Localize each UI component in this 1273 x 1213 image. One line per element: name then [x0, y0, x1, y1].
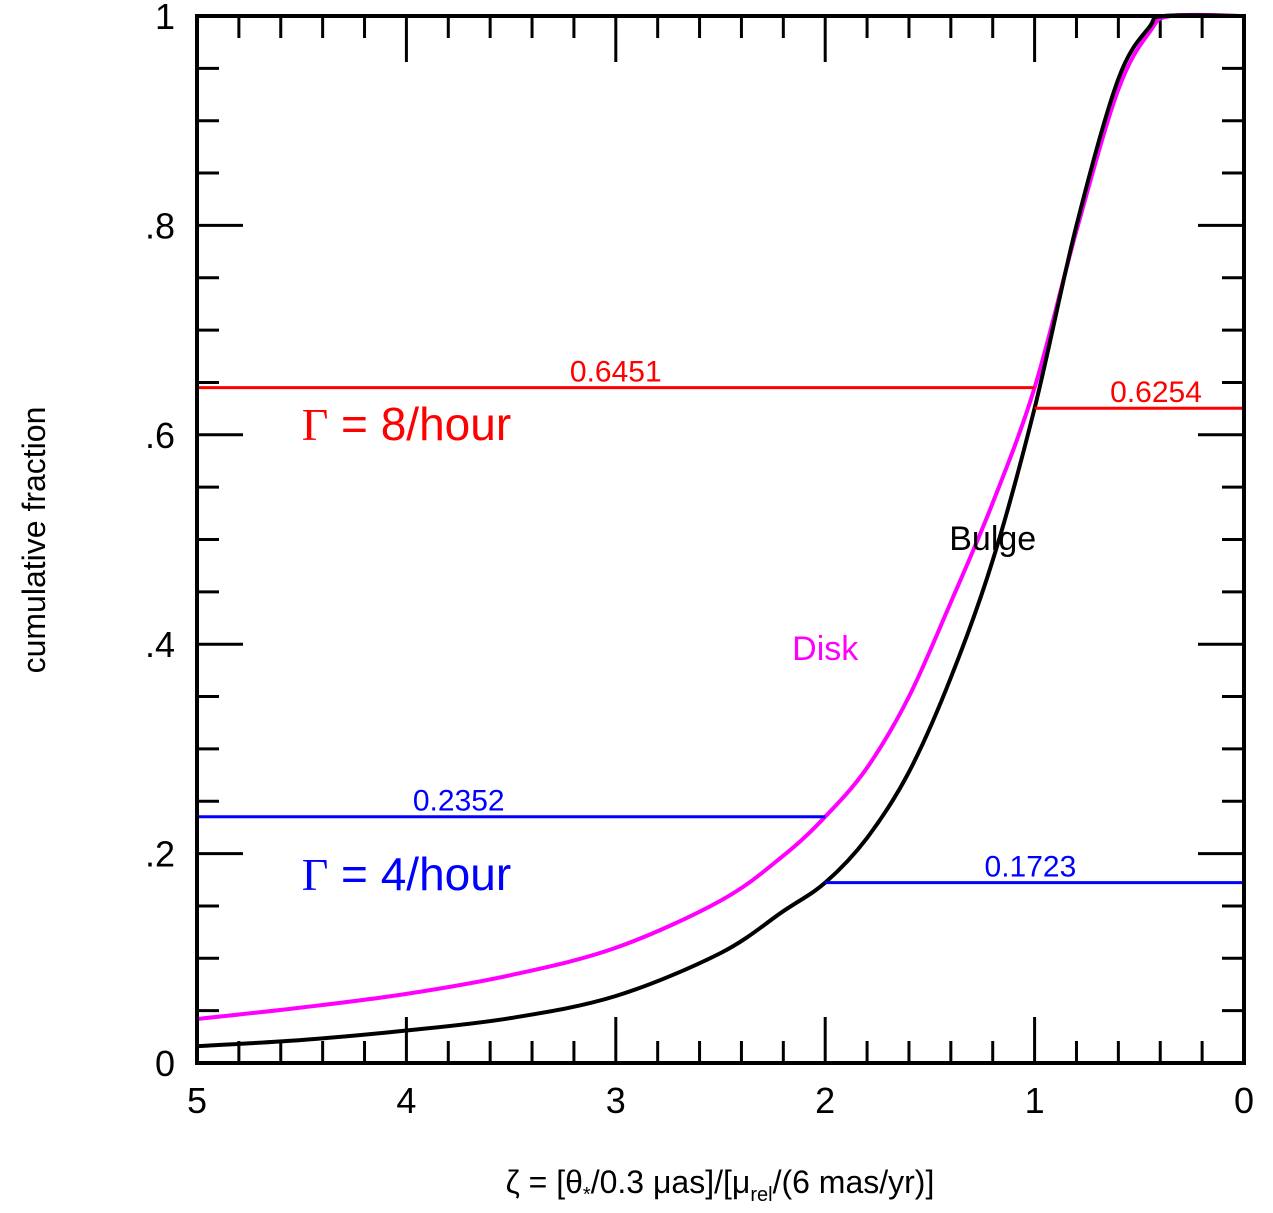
- x-tick-label: 2: [815, 1080, 835, 1121]
- x-tick-label: 4: [396, 1080, 416, 1121]
- ticks-layer: [195, 14, 1246, 1065]
- reference-value-label: 0.6451: [570, 356, 662, 389]
- x-axis-label-sub1: *: [583, 1184, 591, 1206]
- x-tick-label: 1: [1025, 1080, 1045, 1121]
- y-tick-label: .6: [145, 415, 175, 456]
- series-line-bulge: [196, 13, 1245, 1049]
- y-axis-label: cumulative fraction: [16, 407, 52, 674]
- y-tick-label: 1: [155, 0, 175, 37]
- y-tick-label: .2: [145, 834, 175, 875]
- x-tick-label: 3: [606, 1080, 626, 1121]
- plot-frame: [195, 14, 1246, 1065]
- x-axis-label-suffix: /(6 mas/yr)]: [773, 1164, 935, 1200]
- rate-annotation: Γ = 4/hour: [302, 848, 511, 900]
- reference-value-label: 0.6254: [1110, 376, 1202, 409]
- x-axis-label-sub2: rel: [750, 1184, 772, 1206]
- series-label-disk: Disk: [792, 630, 859, 668]
- x-axis-label: ζ = [θ*/0.3 μas]/[μrel/(6 mas/yr)]: [506, 1164, 935, 1206]
- rate-text: = 8/hour: [328, 398, 511, 450]
- gamma-symbol: Γ: [302, 399, 329, 450]
- lines-layer: [196, 12, 1245, 1049]
- y-tick-label: .4: [145, 624, 175, 665]
- x-tick-label: 0: [1234, 1080, 1254, 1121]
- labels-layer: 5 4 3 2 1 0 0 .2 .4 .6 .8 1 0.6451 0.6254 0.2352 0.1723…: [145, 0, 1254, 1121]
- x-axis-label-prefix: ζ = [θ: [506, 1164, 583, 1200]
- reference-value-label: 0.2352: [413, 785, 505, 818]
- x-axis-label-mid: /0.3 μas]/[μ: [591, 1164, 751, 1200]
- y-tick-label: .8: [145, 205, 175, 246]
- x-tick-label: 5: [187, 1080, 207, 1121]
- rate-text: = 4/hour: [328, 848, 511, 900]
- series-line-disk: [196, 12, 1245, 1021]
- y-tick-label: 0: [155, 1043, 175, 1084]
- series-label-bulge: Bulge: [949, 520, 1036, 558]
- gamma-symbol: Γ: [302, 849, 329, 900]
- rate-annotation: Γ = 8/hour: [302, 398, 511, 450]
- reference-value-label: 0.1723: [985, 851, 1077, 884]
